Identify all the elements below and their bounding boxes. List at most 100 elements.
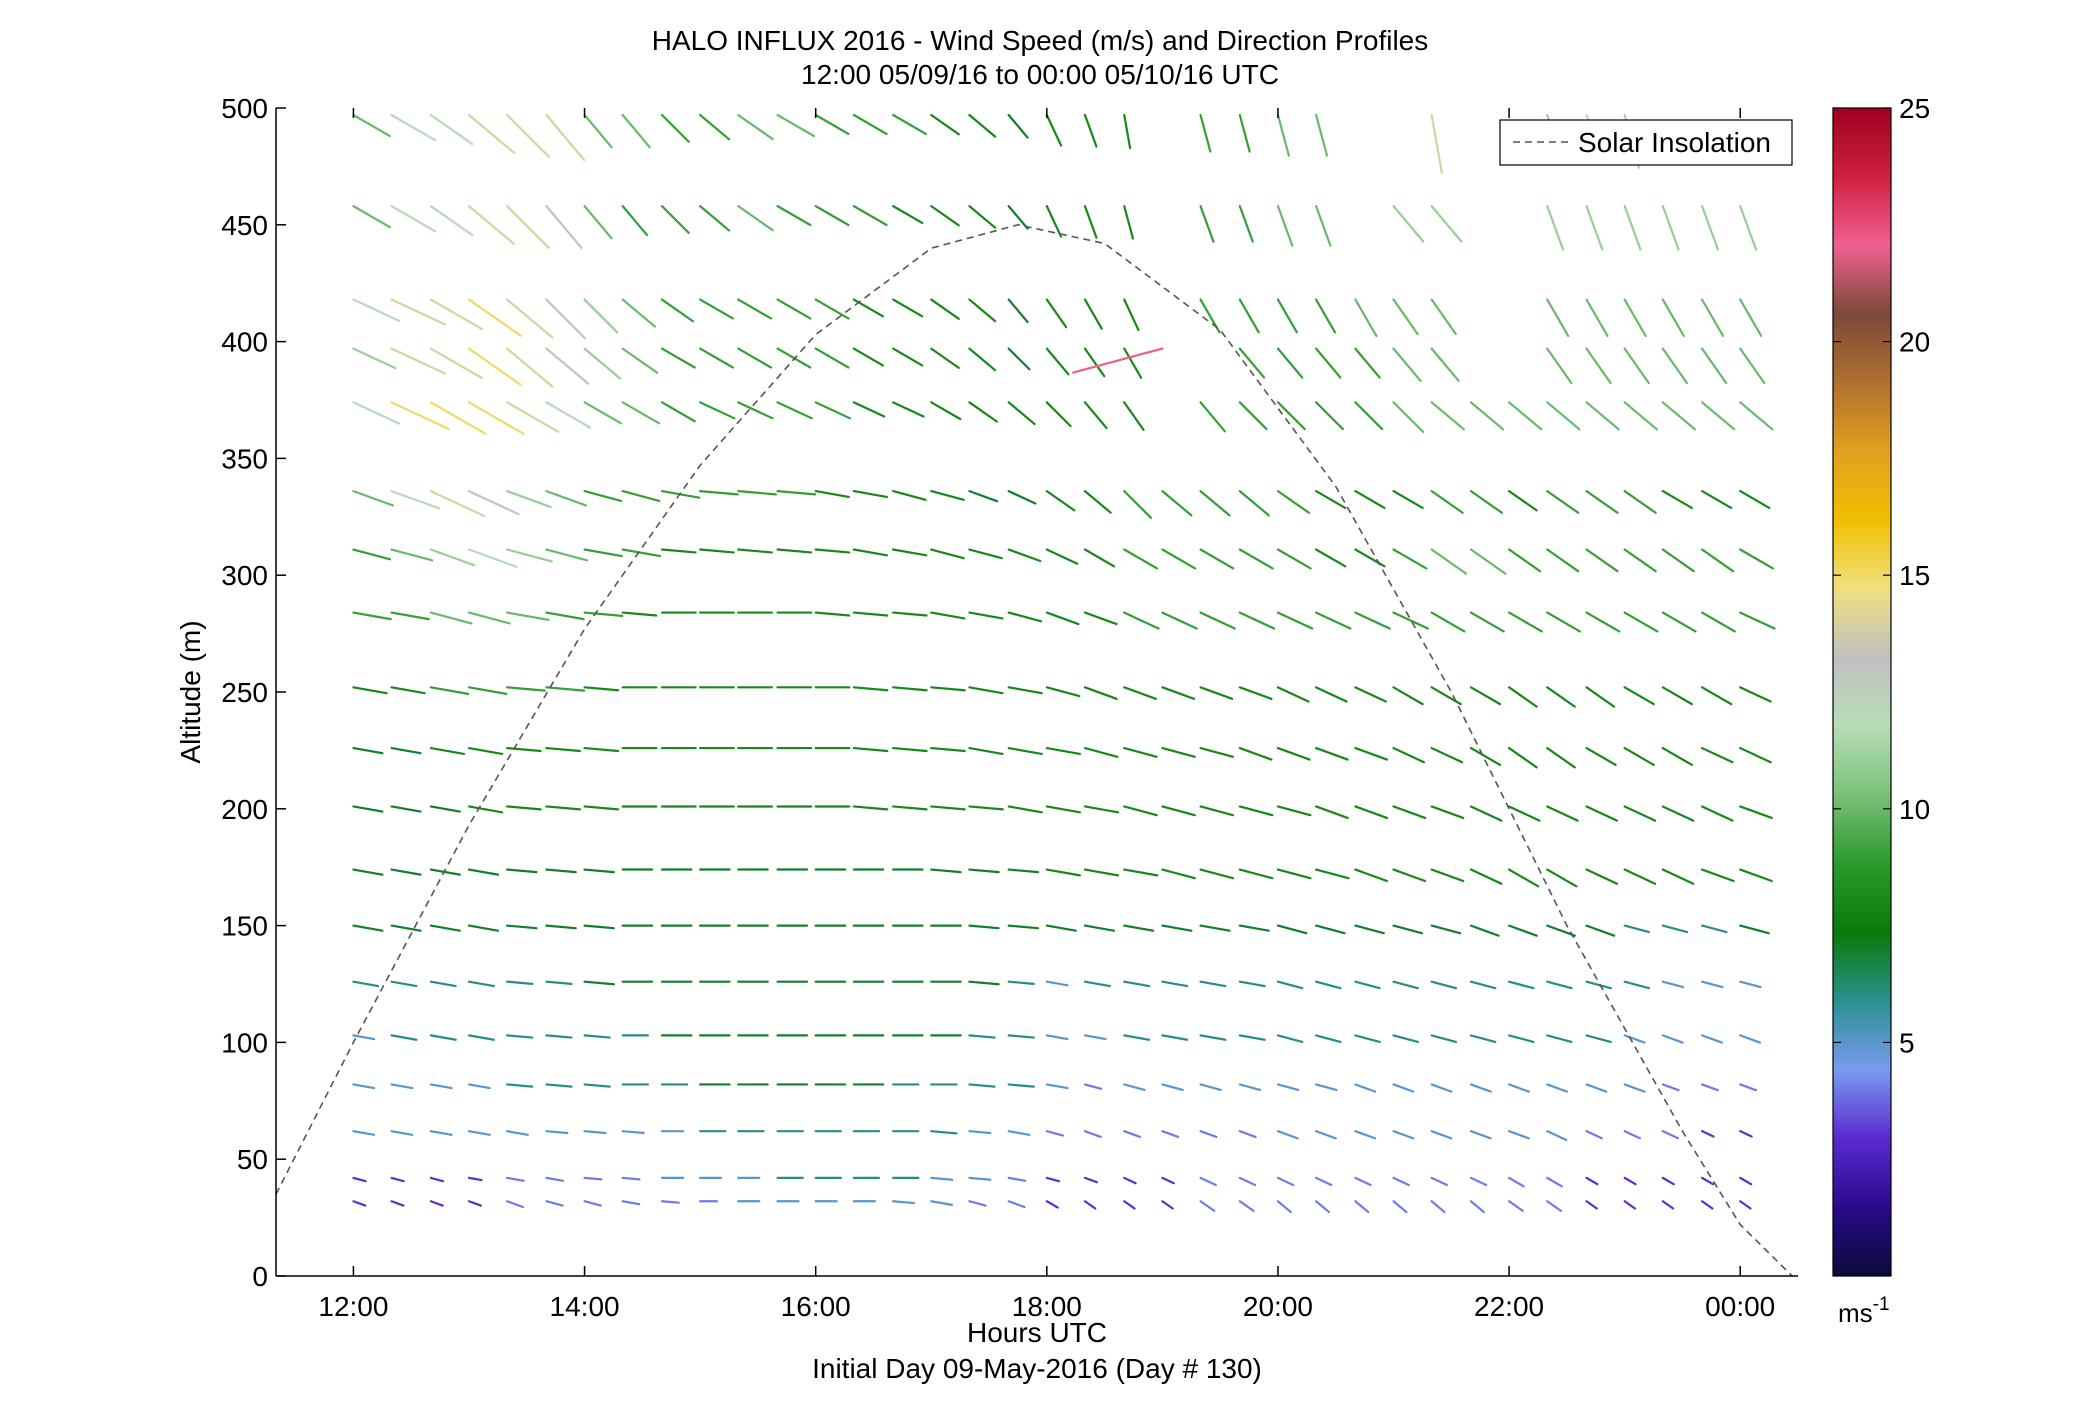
wind-arrow — [352, 298, 401, 322]
wind-arrow — [1546, 1083, 1569, 1093]
wind-arrow — [1469, 868, 1503, 885]
wind-arrow — [506, 1200, 525, 1209]
wind-arrow — [1276, 1200, 1292, 1214]
wind-arrow — [1238, 868, 1274, 880]
wind-arrow — [1314, 113, 1329, 157]
wind-arrow — [1585, 746, 1617, 766]
wind-arrow — [1123, 1200, 1136, 1210]
wind-arrow — [1392, 868, 1427, 883]
wind-arrow — [1123, 347, 1143, 379]
wind-arrow — [390, 1130, 414, 1136]
wind-arrow — [1238, 611, 1276, 630]
wind-arrow — [1507, 1034, 1535, 1044]
wind-arrow — [1354, 1083, 1377, 1093]
y-tick-label: 0 — [252, 1261, 268, 1292]
wind-arrow — [1314, 1176, 1333, 1187]
wind-arrow — [1585, 686, 1616, 708]
y-tick-label: 350 — [221, 443, 268, 474]
wind-arrow — [1700, 347, 1728, 385]
wind-arrow — [1430, 1130, 1453, 1140]
wind-arrow — [776, 490, 817, 496]
wind-arrow — [1007, 113, 1029, 139]
wind-arrow — [1007, 1130, 1031, 1136]
wind-arrow — [1430, 611, 1466, 633]
wind-arrow — [1623, 298, 1647, 338]
wind-arrow — [1238, 548, 1274, 570]
wind-arrow — [1199, 805, 1235, 817]
wind-arrow — [1392, 401, 1425, 434]
wind-arrow — [1354, 1034, 1381, 1044]
wind-arrow — [467, 298, 522, 337]
wind-arrow — [1314, 686, 1348, 703]
wind-arrow — [1123, 1083, 1146, 1091]
wind-arrow — [776, 113, 816, 138]
wind-arrow — [1123, 746, 1158, 758]
wind-arrow — [429, 490, 486, 518]
wind-arrow — [506, 611, 550, 621]
wind-arrow — [892, 490, 927, 501]
wind-arrow — [1546, 611, 1582, 633]
wind-arrow — [1661, 805, 1695, 822]
wind-arrow — [1083, 924, 1116, 932]
wind-arrow — [852, 548, 889, 557]
wind-arrow — [1083, 611, 1118, 626]
wind-arrow — [1739, 490, 1771, 510]
wind-arrow — [1199, 113, 1212, 153]
wind-arrow — [1546, 868, 1578, 888]
wind-arrow — [1161, 805, 1196, 817]
wind-arrow — [1739, 1176, 1753, 1186]
wind-arrow — [1083, 868, 1120, 877]
wind-arrow — [583, 1176, 603, 1181]
wind-arrow — [892, 686, 928, 692]
wind-arrow — [1354, 805, 1389, 820]
wind-arrow — [1354, 1200, 1370, 1214]
wind-arrow — [621, 1200, 641, 1206]
wind-arrow — [583, 205, 613, 240]
wind-arrow — [1083, 113, 1098, 148]
wind-arrow — [1739, 1083, 1758, 1092]
wind-arrow — [429, 298, 483, 331]
wind-arrow — [583, 686, 620, 692]
wind-arrow — [1007, 1176, 1027, 1182]
wind-arrow — [390, 1176, 405, 1183]
wind-arrow — [737, 347, 773, 369]
wind-arrow — [968, 1176, 992, 1181]
wind-arrow — [1585, 1130, 1603, 1140]
wind-arrow — [1276, 805, 1312, 817]
wind-arrow — [1007, 611, 1043, 623]
wind-arrow — [1430, 805, 1465, 820]
wind-arrow — [1276, 980, 1304, 990]
wind-arrow — [1430, 1176, 1448, 1187]
wind-arrow — [352, 686, 388, 695]
wind-arrow — [1700, 548, 1735, 573]
wind-arrow — [1546, 298, 1570, 338]
wind-arrow — [1469, 1034, 1497, 1044]
wind-arrow — [1739, 686, 1772, 703]
wind-arrow — [1045, 868, 1082, 877]
wind-arrow — [1199, 1176, 1217, 1187]
wind-arrow — [1199, 924, 1231, 932]
wind-arrow — [1045, 924, 1077, 932]
wind-arrow — [1199, 1083, 1222, 1091]
wind-arrow — [1430, 490, 1464, 514]
wind-arrow — [1430, 401, 1465, 431]
wind-arrow — [1276, 548, 1312, 570]
x-tick-label: 12:00 — [318, 1291, 388, 1322]
wind-arrow — [1083, 746, 1119, 758]
wind-arrow — [390, 490, 441, 510]
wind-arrow — [1007, 490, 1037, 505]
wind-arrow — [1700, 611, 1736, 633]
wind-arrow — [1392, 686, 1424, 706]
wind-arrow — [968, 1083, 996, 1088]
wind-arrow — [892, 805, 928, 811]
wind-arrow — [1661, 548, 1695, 573]
wind-arrow — [1045, 113, 1063, 147]
wind-arrow — [583, 113, 613, 149]
wind-arrow — [352, 490, 394, 507]
wind-arrow — [1430, 1083, 1453, 1093]
wind-arrow — [1123, 686, 1157, 700]
plot-area — [275, 108, 1798, 1277]
wind-arrow — [1045, 1176, 1061, 1183]
wind-arrow — [1314, 1200, 1331, 1214]
wind-arrow — [776, 298, 812, 320]
